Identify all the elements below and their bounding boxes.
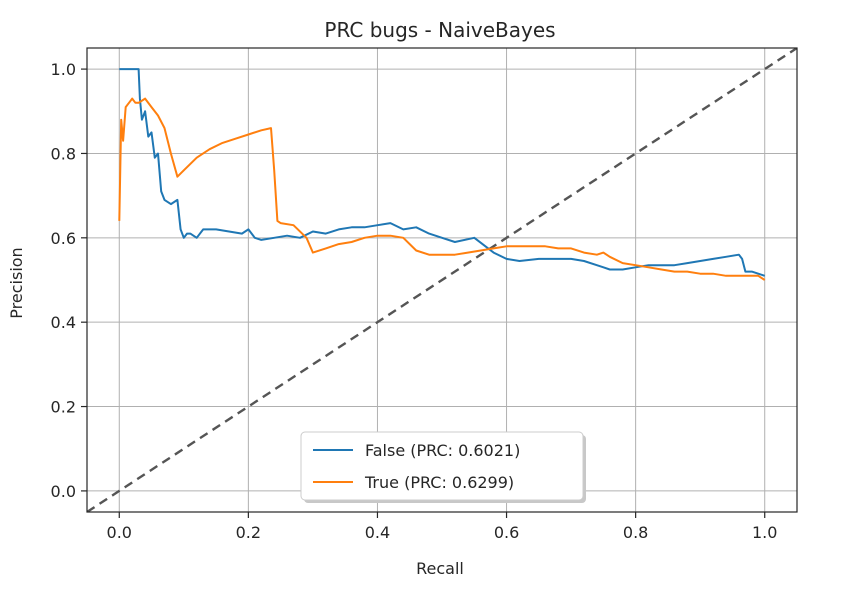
reference-diagonal-line [87, 48, 797, 512]
y-tick-label: 0.8 [51, 144, 76, 163]
y-axis-label: Precision [7, 247, 26, 318]
x-tick-label: 0.2 [236, 523, 261, 542]
legend-box [300, 431, 584, 501]
legend-label: False (PRC: 0.6021) [365, 441, 520, 460]
series-line-true [118, 97, 766, 281]
x-tick-label: 1.0 [752, 523, 777, 542]
x-tick-label: 0.6 [494, 523, 519, 542]
legend: False (PRC: 0.6021) True (PRC: 0.6299) [300, 431, 586, 503]
x-axis-label: Recall [416, 559, 464, 578]
chart-title: PRC bugs - NaiveBayes [324, 18, 555, 42]
series-layer [87, 48, 797, 512]
y-tick-label: 0.0 [51, 482, 76, 501]
x-tick-label: 0.4 [365, 523, 390, 542]
y-tick-label: 0.4 [51, 313, 76, 332]
y-tick-label: 0.2 [51, 398, 76, 417]
x-tick-label: 0.0 [107, 523, 132, 542]
ticks: 0.0 0.2 0.4 0.6 0.8 1.0 0.0 0.2 0.4 0.6 0.8 1.0 [51, 60, 778, 542]
y-tick-label: 1.0 [51, 60, 76, 79]
x-tick-label: 0.8 [623, 523, 648, 542]
legend-label: True (PRC: 0.6299) [364, 473, 514, 492]
grid [87, 48, 797, 512]
series-line-false [119, 68, 766, 277]
axes-frame [86, 47, 798, 513]
y-tick-label: 0.6 [51, 229, 76, 248]
